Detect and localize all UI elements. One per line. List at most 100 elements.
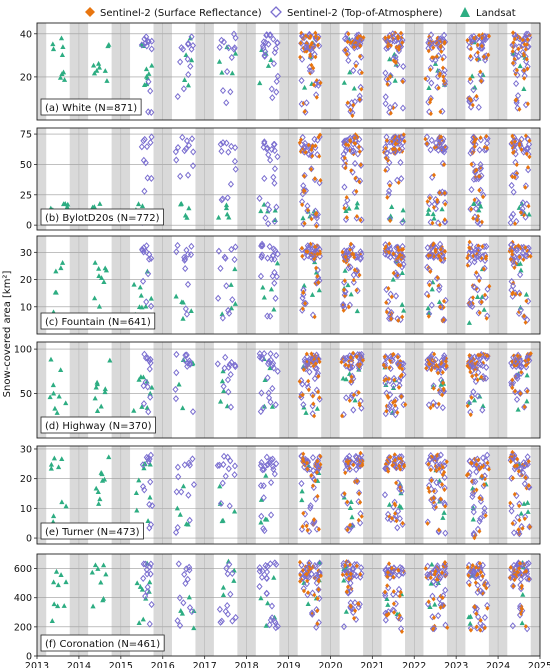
s2-sr-point [474,487,479,493]
s2-toa-point [172,395,180,403]
s2-toa-point [508,566,515,574]
panel-frame [36,341,541,439]
s2-toa-point [274,367,281,375]
s2-sr-point [519,583,524,589]
s2-sr-point [440,464,445,470]
s2-toa-point [344,196,351,204]
s2-sr-point [342,278,347,284]
s2-toa-point [438,250,445,258]
s2-sr-point [481,194,486,200]
s2-sr-point [318,177,323,183]
s2-toa-point [175,560,182,568]
s2-toa-point [270,35,277,43]
landsat-point [262,516,269,522]
s2-sr-point [303,301,308,306]
s2-sr-point [392,501,397,507]
s2-sr-point [348,354,353,360]
s2-toa-point [147,359,154,367]
landsat-point [217,483,223,489]
s2-toa-point [140,137,147,145]
s2-toa-point [272,624,279,632]
s2-toa-point [304,357,311,366]
landsat-point [90,62,97,68]
s2-toa-point [264,461,271,469]
s2-sr-point [306,590,311,596]
s2-toa-point [474,392,481,400]
s2-sr-point [484,133,489,139]
s2-toa-point [187,251,195,259]
s2-sr-point [517,309,522,315]
s2-sr-point [474,270,479,275]
s2-toa-point [181,356,188,364]
s2-sr-point [357,491,362,496]
s2-sr-point [519,147,524,152]
s2-sr-point [299,245,304,251]
s2-toa-point [467,149,474,157]
s2-toa-point [480,623,487,631]
s2-toa-point [475,368,482,377]
s2-sr-point [441,564,446,569]
s2-sr-point [315,621,320,627]
s2-sr-point [515,353,520,359]
s2-sr-point [298,40,303,46]
s2-toa-point [232,34,239,42]
y-tick-label: 200 [14,622,32,633]
s2-toa-point [262,39,269,47]
landsat-point [61,201,67,207]
landsat-point [216,214,222,220]
s2-toa-point [266,31,273,39]
s2-sr-point [483,513,488,519]
s2-sr-point [483,256,488,262]
s2-sr-point [516,468,521,474]
s2-toa-point [350,278,357,286]
s2-toa-point [306,368,313,376]
landsat-point [401,307,407,313]
s2-toa-point [271,48,278,57]
s2-toa-point [427,456,434,464]
s2-toa-point [184,575,191,583]
s2-sr-point [352,615,357,621]
landsat-point [386,501,393,507]
s2-sr-point [302,109,307,114]
s2-toa-point [472,477,479,486]
s2-sr-point [438,71,443,77]
s2-toa-point [141,35,148,43]
s2-sr-point [512,174,517,180]
s2-sr-point [475,377,480,383]
s2-toa-point [261,52,268,60]
s2-sr-point [511,583,516,589]
s2-sr-point [474,286,479,291]
s2-toa-point [396,515,403,523]
s2-sr-point [513,221,518,227]
s2-sr-point [510,239,515,245]
s2-toa-point [186,461,193,469]
s2-toa-point [174,92,181,101]
landsat-point [98,275,105,280]
y-tick-label: 600 [14,564,32,575]
s2-sr-point [384,309,389,315]
off-season-band [530,342,540,438]
s2-toa-point [518,363,525,371]
s2-toa-point [467,54,474,62]
s2-sr-point [396,47,401,52]
x-axis: 2013 2014 2015 2016 2017 2018 2019 2020 2021 2022… [25,656,550,668]
landsat-point [399,301,405,307]
s2-sr-point [385,81,390,87]
s2-toa-point [258,458,265,467]
s2-sr-point [358,43,363,49]
y-tick-label: 10 [20,504,32,515]
landsat-point [182,212,189,218]
s2-sr-point [391,589,396,594]
s2-sr-point [443,355,448,361]
s2-sr-point [431,402,436,408]
s2-toa-point [391,252,398,261]
s2-toa-point [351,599,358,607]
s2-toa-point [435,612,442,620]
s2-toa-point [270,173,277,181]
s2-sr-point [309,147,314,153]
s2-sr-point [302,220,307,226]
landsat-point [138,292,144,298]
s2-sr-point [348,247,353,253]
s2-toa-point [349,565,356,573]
landsat-point [137,284,143,290]
